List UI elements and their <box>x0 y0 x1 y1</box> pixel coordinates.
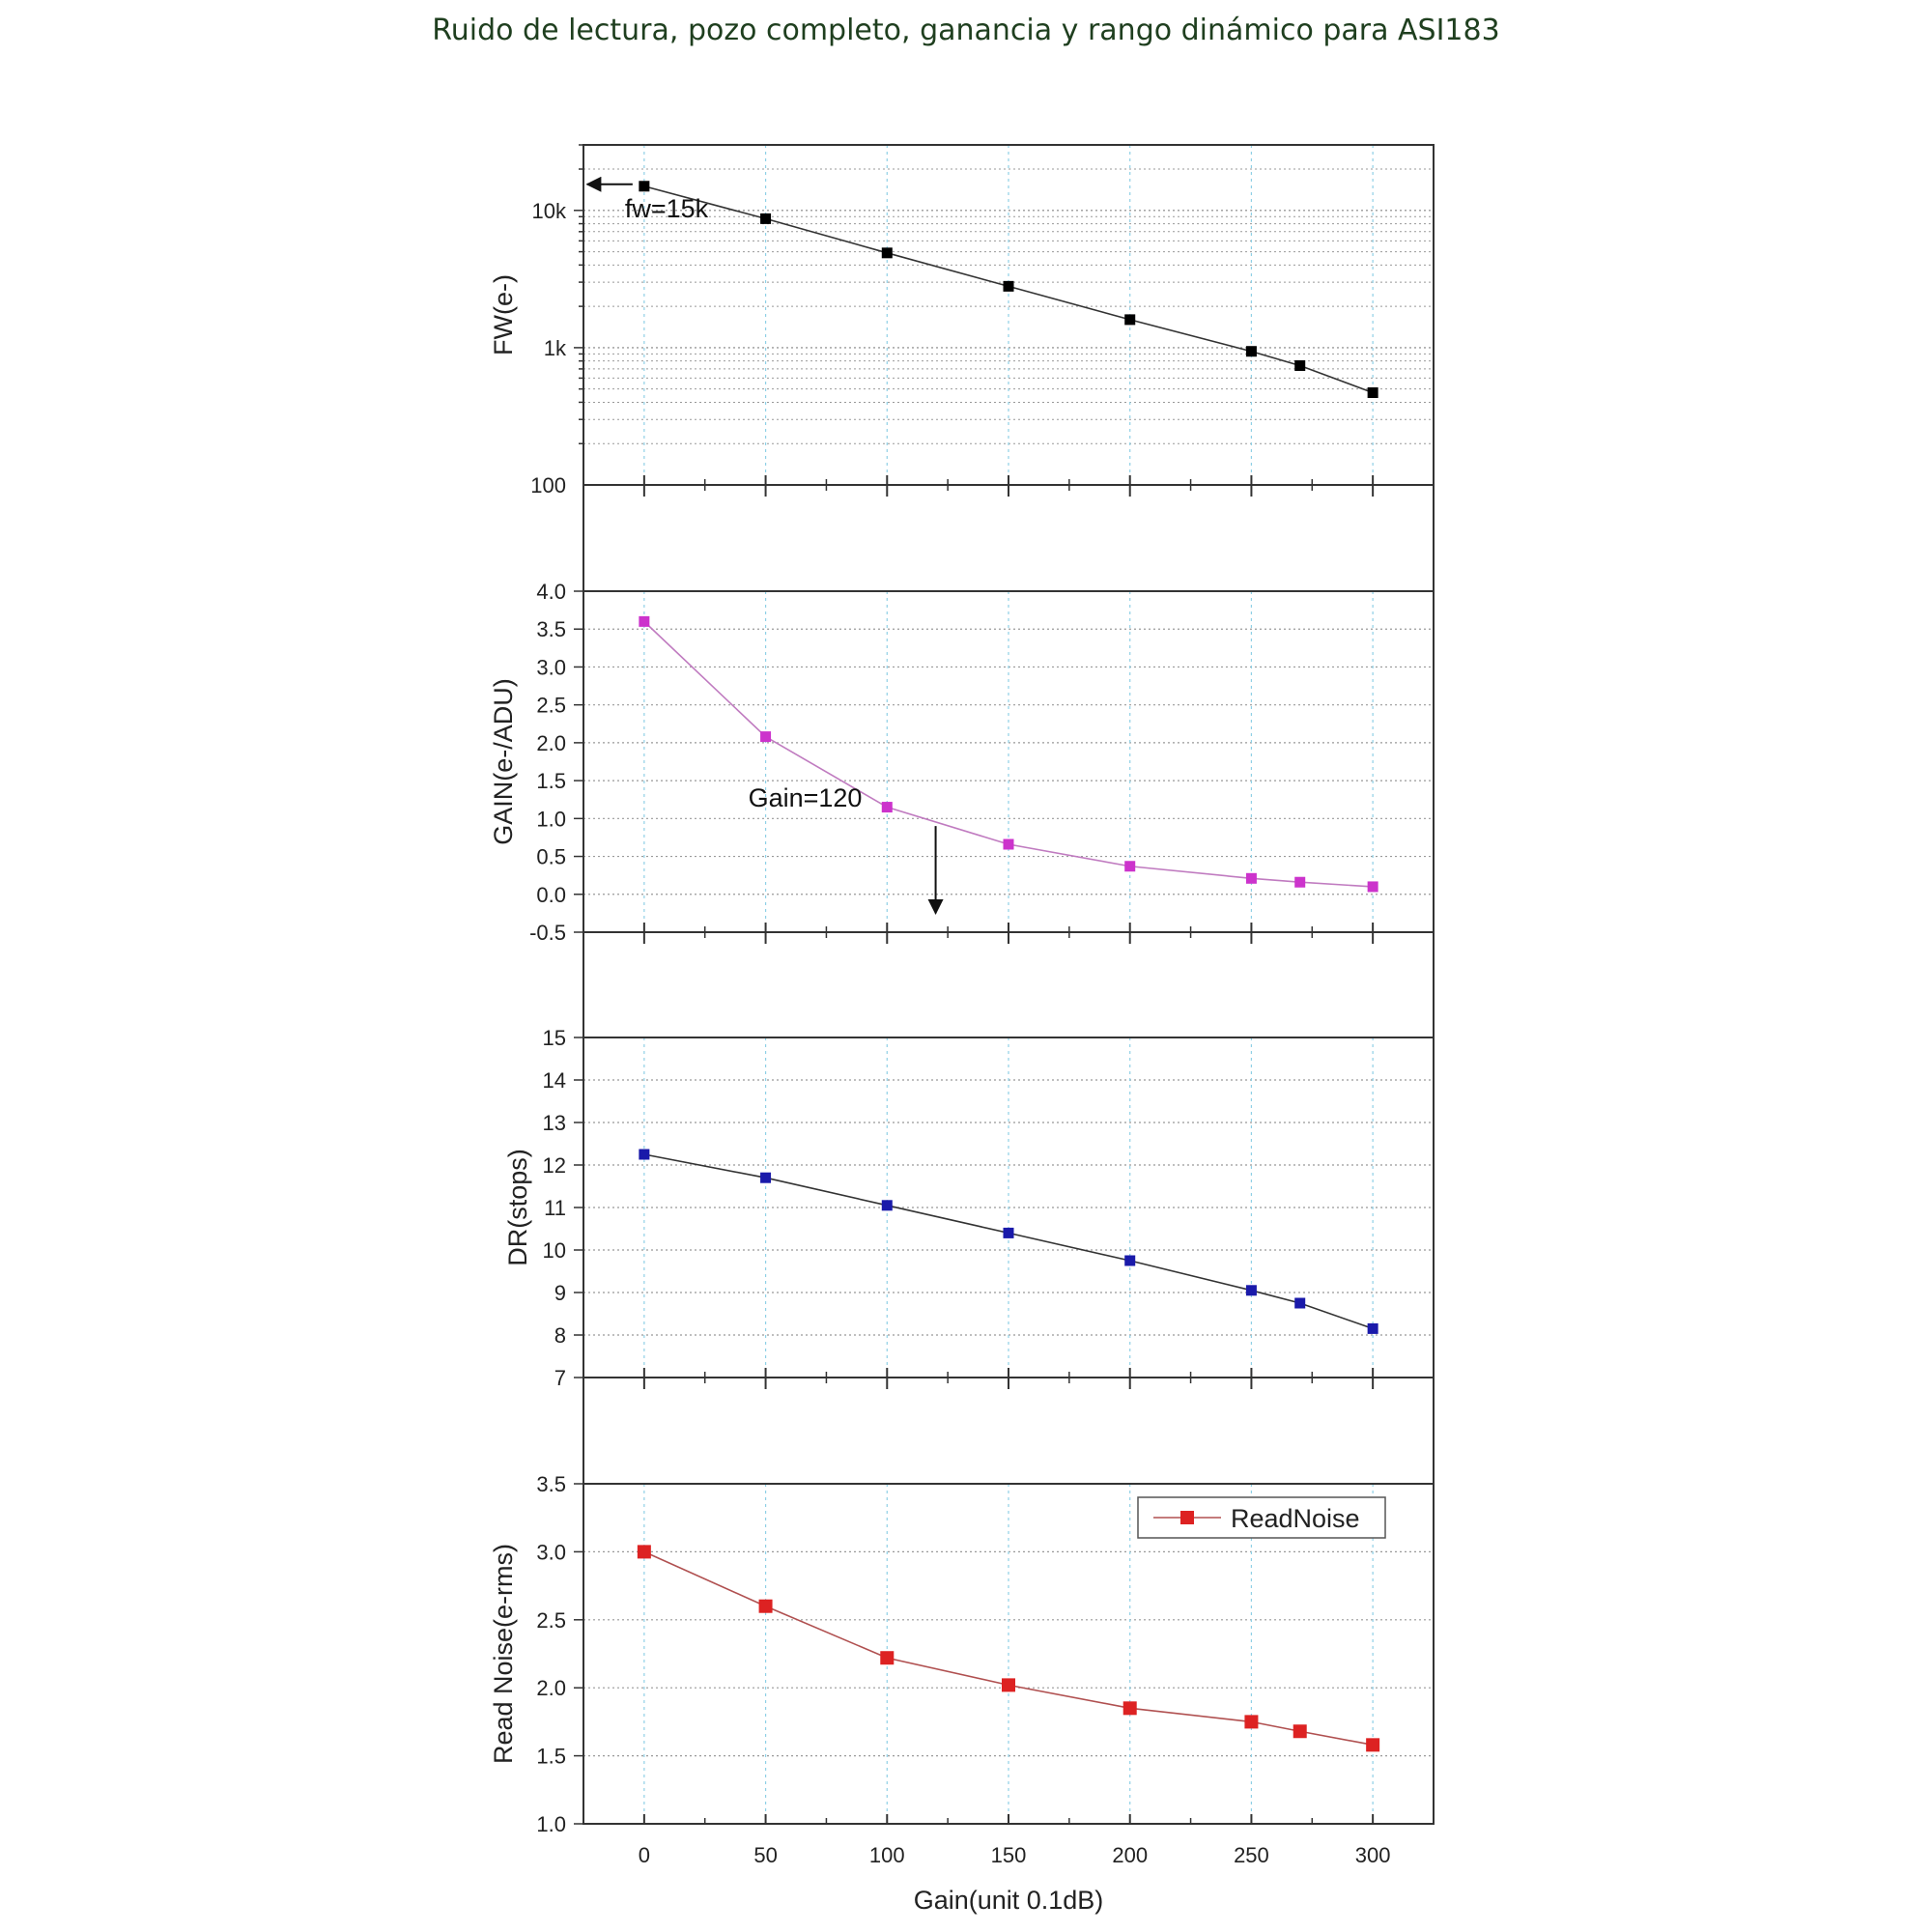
data-point <box>639 1149 650 1160</box>
page-title: Ruido de lectura, pozo completo, gananci… <box>432 14 1500 47</box>
data-point <box>880 1651 895 1665</box>
y-tick-label: 9 <box>554 1281 566 1305</box>
data-point <box>1003 280 1014 292</box>
data-point <box>760 731 772 743</box>
legend: ReadNoise <box>1137 1496 1386 1539</box>
gain-annotation: Gain=120 <box>749 783 863 812</box>
y-tick-label: 8 <box>554 1323 566 1348</box>
data-point <box>1366 1738 1380 1752</box>
data-point <box>1367 1322 1378 1334</box>
data-point <box>1124 861 1136 872</box>
x-axis-title: Gain(unit 0.1dB) <box>914 1886 1104 1915</box>
data-point <box>1294 1297 1306 1309</box>
x-tick-label: 200 <box>1112 1843 1148 1867</box>
data-point <box>637 1545 651 1559</box>
y-tick-label: 7 <box>554 1366 566 1390</box>
data-point <box>881 802 893 813</box>
series-line <box>643 1153 1374 1330</box>
data-point <box>1245 346 1257 357</box>
y-tick-label: 3.0 <box>536 655 566 679</box>
y-tick-label: 14 <box>543 1068 566 1093</box>
y-tick-label: 1.5 <box>536 769 566 793</box>
data-point <box>1244 1715 1259 1729</box>
y-tick-label: 12 <box>543 1153 566 1178</box>
y-tick-label: -0.5 <box>529 921 566 945</box>
y-tick-label: 0.5 <box>536 845 566 869</box>
legend-label: ReadNoise <box>1231 1504 1360 1533</box>
data-point <box>760 1172 772 1183</box>
y-tick-label: 1.5 <box>536 1745 566 1769</box>
data-point <box>1245 1285 1257 1296</box>
y-axis-title: FW(e-) <box>489 274 518 355</box>
y-tick-label: 0.0 <box>536 883 566 907</box>
y-axis-title: Read Noise(e-rms) <box>489 1544 518 1764</box>
y-axis-title: DR(stops) <box>503 1149 532 1266</box>
data-point <box>1293 1724 1307 1739</box>
y-tick-label: 100 <box>530 473 566 497</box>
data-point <box>1002 1678 1015 1692</box>
x-tick-label: 150 <box>991 1843 1027 1867</box>
series-line <box>643 1550 1374 1747</box>
data-point <box>1367 881 1378 893</box>
y-tick-label: 2.5 <box>536 694 566 718</box>
x-tick-label: 300 <box>1355 1843 1391 1867</box>
y-tick-label: 1.0 <box>536 1812 566 1836</box>
data-point <box>1294 359 1306 371</box>
legend-marker <box>1180 1511 1194 1524</box>
y-axis-title: GAIN(e-/ADU) <box>489 678 518 845</box>
panel-dr: 7 8 9 10 11 12 13 14 15 DR(stops) <box>503 1026 1435 1390</box>
y-tick-label: 4.0 <box>536 580 566 604</box>
data-point <box>758 1599 773 1613</box>
fw-annotation: fw=15k <box>625 194 709 223</box>
data-point <box>760 213 772 224</box>
data-point <box>881 247 893 259</box>
panel-gain: -0.5 0.0 0.5 1.0 1.5 2.0 2.5 3.0 3.5 4.0 GAIN(e-/A… <box>489 580 1435 945</box>
y-tick-label: 2.0 <box>536 731 566 755</box>
data-point <box>639 615 650 627</box>
data-point <box>1294 876 1306 888</box>
data-point <box>1003 1227 1014 1238</box>
panel-fw: 100 1k 10k FW(e-) fw=15k <box>489 144 1435 497</box>
data-point <box>1124 1255 1136 1266</box>
y-tick-label: 1k <box>544 336 567 360</box>
data-point <box>1124 314 1136 326</box>
panel-rn: 1.0 1.5 2.0 2.5 3.0 3.5 Read Noise(e-rms) ReadN… <box>489 1472 1435 1836</box>
data-point <box>1003 838 1014 850</box>
y-tick-label: 2.5 <box>536 1608 566 1633</box>
x-tick-label: 100 <box>869 1843 905 1867</box>
x-tick-label: 50 <box>753 1843 777 1867</box>
y-tick-label: 11 <box>544 1196 566 1220</box>
y-tick-label: 3.5 <box>536 617 566 641</box>
data-point <box>881 1200 893 1211</box>
data-point <box>1245 872 1257 884</box>
y-tick-label: 1.0 <box>536 807 566 831</box>
y-tick-label: 3.0 <box>536 1540 566 1564</box>
x-tick-label: 0 <box>639 1843 650 1867</box>
y-tick-label: 10 <box>543 1238 566 1263</box>
data-point <box>1122 1701 1137 1716</box>
series-line <box>643 185 1374 394</box>
data-point <box>639 181 650 192</box>
x-tick-label: 250 <box>1234 1843 1269 1867</box>
data-point <box>1367 386 1378 398</box>
y-tick-label: 10k <box>532 199 567 223</box>
y-tick-label: 3.5 <box>536 1472 566 1496</box>
y-tick-label: 15 <box>543 1026 566 1050</box>
y-tick-label: 13 <box>543 1111 566 1135</box>
y-tick-label: 2.0 <box>536 1676 566 1700</box>
series-line <box>643 620 1374 888</box>
